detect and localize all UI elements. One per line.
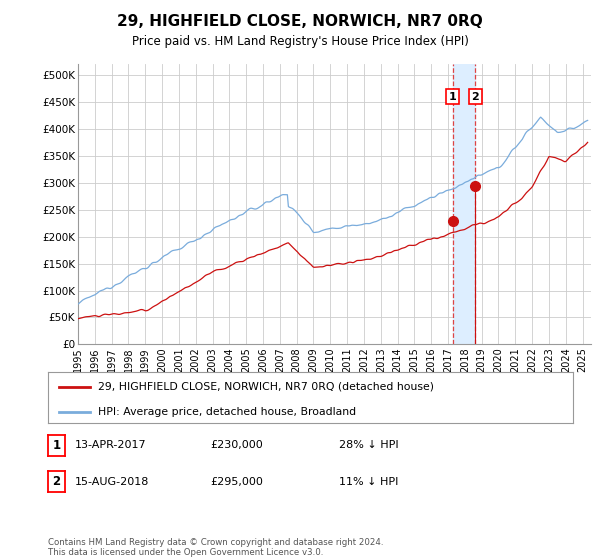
Text: 1: 1 bbox=[52, 438, 61, 452]
Text: 29, HIGHFIELD CLOSE, NORWICH, NR7 0RQ: 29, HIGHFIELD CLOSE, NORWICH, NR7 0RQ bbox=[117, 14, 483, 29]
Text: Contains HM Land Registry data © Crown copyright and database right 2024.
This d: Contains HM Land Registry data © Crown c… bbox=[48, 538, 383, 557]
Text: HPI: Average price, detached house, Broadland: HPI: Average price, detached house, Broa… bbox=[98, 407, 356, 417]
Text: 11% ↓ HPI: 11% ↓ HPI bbox=[339, 477, 398, 487]
Bar bbox=[453, 64, 475, 344]
Text: 1: 1 bbox=[449, 92, 457, 102]
Text: 15-AUG-2018: 15-AUG-2018 bbox=[75, 477, 149, 487]
Text: 2: 2 bbox=[472, 92, 479, 102]
Text: 29, HIGHFIELD CLOSE, NORWICH, NR7 0RQ (detached house): 29, HIGHFIELD CLOSE, NORWICH, NR7 0RQ (d… bbox=[98, 381, 434, 391]
Text: Price paid vs. HM Land Registry's House Price Index (HPI): Price paid vs. HM Land Registry's House … bbox=[131, 35, 469, 48]
Text: £230,000: £230,000 bbox=[210, 440, 263, 450]
Text: 13-APR-2017: 13-APR-2017 bbox=[75, 440, 146, 450]
Text: 2: 2 bbox=[52, 475, 61, 488]
Text: 28% ↓ HPI: 28% ↓ HPI bbox=[339, 440, 398, 450]
Text: £295,000: £295,000 bbox=[210, 477, 263, 487]
